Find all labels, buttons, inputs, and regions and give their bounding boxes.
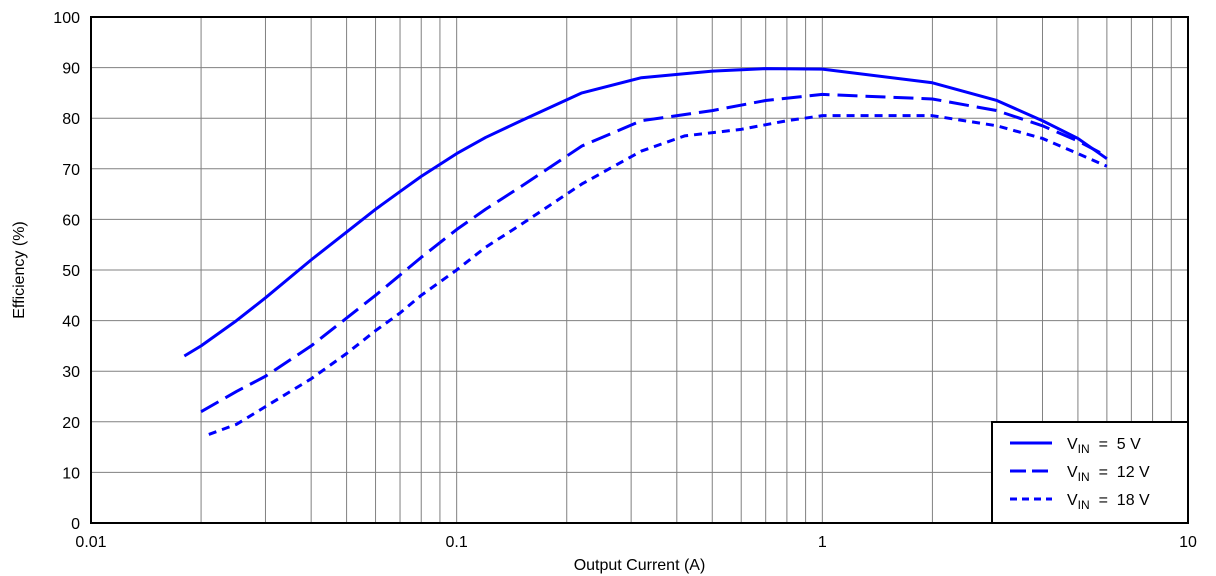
plot-frame bbox=[90, 16, 1189, 524]
y-tick-label: 90 bbox=[62, 61, 80, 78]
series-lines bbox=[183, 67, 1108, 436]
legend-label-3: VIN = 18 V bbox=[1067, 492, 1150, 512]
legend-label-1: VIN = 5 V bbox=[1067, 436, 1141, 456]
series-line-2 bbox=[200, 92, 1108, 413]
y-tick-label: 10 bbox=[62, 465, 80, 482]
x-tick-label: 10 bbox=[1179, 534, 1197, 551]
y-tick-label: 50 bbox=[62, 263, 80, 280]
legend-label-2: VIN = 12 V bbox=[1067, 464, 1150, 484]
series-line-1 bbox=[183, 67, 1108, 358]
x-tick-label: 0.1 bbox=[446, 534, 468, 551]
y-tick-label: 100 bbox=[53, 10, 80, 27]
y-tick-label: 80 bbox=[62, 111, 80, 128]
series-line-3 bbox=[208, 114, 1108, 436]
y-tick-label: 0 bbox=[71, 516, 80, 533]
y-tick-label: 60 bbox=[62, 212, 80, 229]
y-tick-label: 30 bbox=[62, 364, 80, 381]
x-tick-label: 1 bbox=[818, 534, 827, 551]
y-tick-label: 70 bbox=[62, 162, 80, 179]
y-tick-label: 40 bbox=[62, 314, 80, 331]
x-axis-label: Output Current (A) bbox=[574, 557, 706, 574]
x-tick-label: 0.01 bbox=[75, 534, 106, 551]
legend: VIN = 5 V VIN = 12 V VIN = 18 V bbox=[991, 421, 1189, 524]
y-tick-label: 20 bbox=[62, 415, 80, 432]
y-axis-label: Efficiency (%) bbox=[11, 221, 28, 319]
